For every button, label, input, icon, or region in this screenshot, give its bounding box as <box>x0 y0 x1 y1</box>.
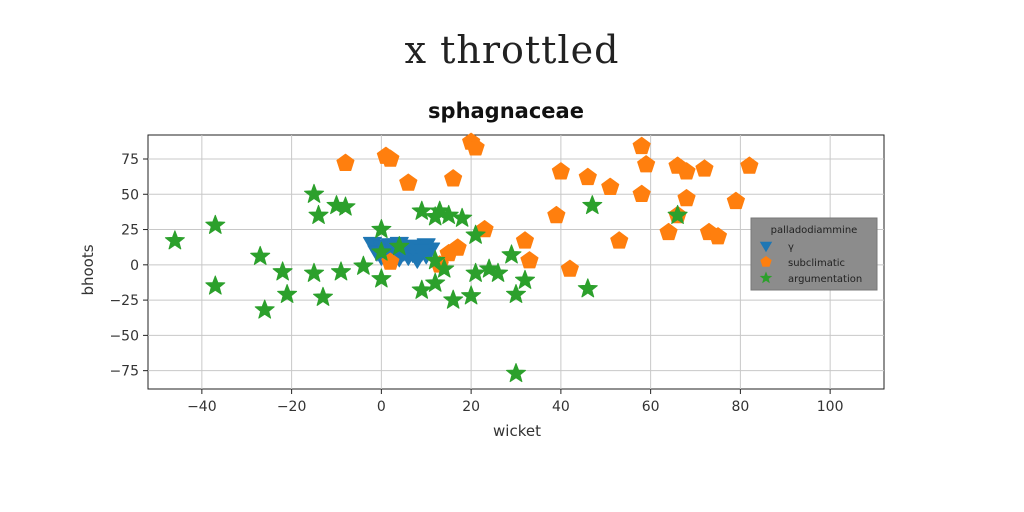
point-argumentation <box>506 363 526 383</box>
x-tick-label: 0 <box>377 399 386 415</box>
grid-lines <box>148 135 884 389</box>
point-argumentation <box>515 269 535 289</box>
point-argumentation <box>371 241 392 261</box>
y-tick-label: −50 <box>109 328 139 344</box>
point-argumentation <box>205 275 226 295</box>
point-argumentation <box>667 204 688 224</box>
point-subclimatic <box>399 173 418 191</box>
point-argumentation <box>304 262 325 282</box>
point-argumentation <box>582 195 603 215</box>
point-subclimatic <box>520 251 539 269</box>
point-subclimatic <box>677 189 696 207</box>
x-tick-label: 40 <box>552 399 570 415</box>
x-axis-label: wicket <box>493 422 541 440</box>
point-argumentation <box>425 250 446 270</box>
point-argumentation <box>331 261 351 281</box>
legend-label-argumentation: argumentation <box>788 274 862 285</box>
x-tick-label: −40 <box>187 399 217 415</box>
legend-entries: γ subclimatic argumentation <box>759 241 862 285</box>
point-argumentation <box>164 230 185 250</box>
point-argumentation <box>272 261 293 281</box>
y-tick-label: 0 <box>130 258 139 274</box>
point-subclimatic <box>578 167 597 186</box>
point-subclimatic <box>610 231 629 249</box>
point-subclimatic <box>601 177 620 195</box>
point-argumentation <box>335 196 356 216</box>
legend-marker-subclimatic <box>760 256 772 267</box>
point-subclimatic <box>695 159 714 177</box>
legend-marker-argumentation <box>759 271 773 284</box>
point-argumentation <box>411 279 432 299</box>
y-tick-label: 50 <box>121 187 139 203</box>
y-tick-label: 75 <box>121 152 139 168</box>
point-argumentation <box>371 268 392 288</box>
point-argumentation <box>250 245 271 265</box>
point-argumentation <box>371 219 392 239</box>
legend: palladodiammine γ subclimatic argumentatio… <box>750 217 878 291</box>
point-argumentation <box>304 183 325 203</box>
point-subclimatic <box>708 227 727 245</box>
point-subclimatic <box>466 138 485 156</box>
y-tick-label: −25 <box>109 293 139 309</box>
point-subclimatic <box>659 222 678 241</box>
page-title: x throttled <box>404 28 620 72</box>
point-argumentation <box>488 262 509 282</box>
point-subclimatic <box>444 169 463 187</box>
point-argumentation <box>411 200 432 220</box>
point-argumentation <box>452 207 473 227</box>
x-tick-label: 60 <box>642 399 660 415</box>
legend-label-gamma: γ <box>788 242 794 253</box>
point-argumentation <box>353 255 374 275</box>
y-tick-label: 25 <box>121 223 139 239</box>
x-tick-label: −20 <box>277 399 307 415</box>
data-points <box>164 132 759 383</box>
point-argumentation <box>425 272 446 292</box>
point-argumentation <box>313 286 333 306</box>
chart-title: sphagnaceae <box>428 99 584 123</box>
point-argumentation <box>465 224 486 244</box>
point-subclimatic <box>677 162 696 180</box>
y-tick-labels: −75 −50 −25 0 25 50 75 <box>109 152 148 380</box>
point-argumentation <box>254 299 275 319</box>
point-argumentation <box>501 244 522 264</box>
point-argumentation <box>429 200 450 220</box>
point-subclimatic <box>551 162 570 180</box>
point-argumentation <box>461 285 482 305</box>
point-argumentation <box>389 236 410 256</box>
point-argumentation <box>479 258 500 278</box>
point-argumentation <box>577 278 598 298</box>
point-argumentation <box>205 214 226 234</box>
x-tick-labels: −40 −20 0 20 40 60 80 100 <box>187 389 844 415</box>
x-tick-label: 80 <box>731 399 749 415</box>
point-argumentation <box>308 204 329 224</box>
legend-label-subclimatic: subclimatic <box>788 258 845 269</box>
point-argumentation <box>277 284 298 303</box>
point-argumentation <box>438 204 459 224</box>
point-argumentation <box>443 289 464 309</box>
point-subclimatic <box>336 153 355 171</box>
y-axis-label: bhoots <box>79 244 97 295</box>
point-subclimatic <box>439 244 458 262</box>
point-subclimatic <box>637 155 656 173</box>
point-subclimatic <box>632 136 651 155</box>
point-subclimatic <box>560 259 579 277</box>
x-tick-label: 100 <box>817 399 844 415</box>
point-subclimatic <box>632 184 651 202</box>
point-subclimatic <box>381 149 400 167</box>
legend-marker-gamma <box>759 241 773 253</box>
x-tick-label: 20 <box>462 399 480 415</box>
point-subclimatic <box>547 205 566 224</box>
y-tick-label: −75 <box>109 364 139 380</box>
point-subclimatic <box>515 231 534 249</box>
legend-title: palladodiammine <box>771 225 858 236</box>
point-gamma <box>412 243 432 261</box>
point-argumentation <box>506 284 526 303</box>
point-argumentation <box>465 262 486 282</box>
legend-box <box>750 217 878 291</box>
point-subclimatic <box>726 191 745 210</box>
point-subclimatic <box>740 156 759 174</box>
